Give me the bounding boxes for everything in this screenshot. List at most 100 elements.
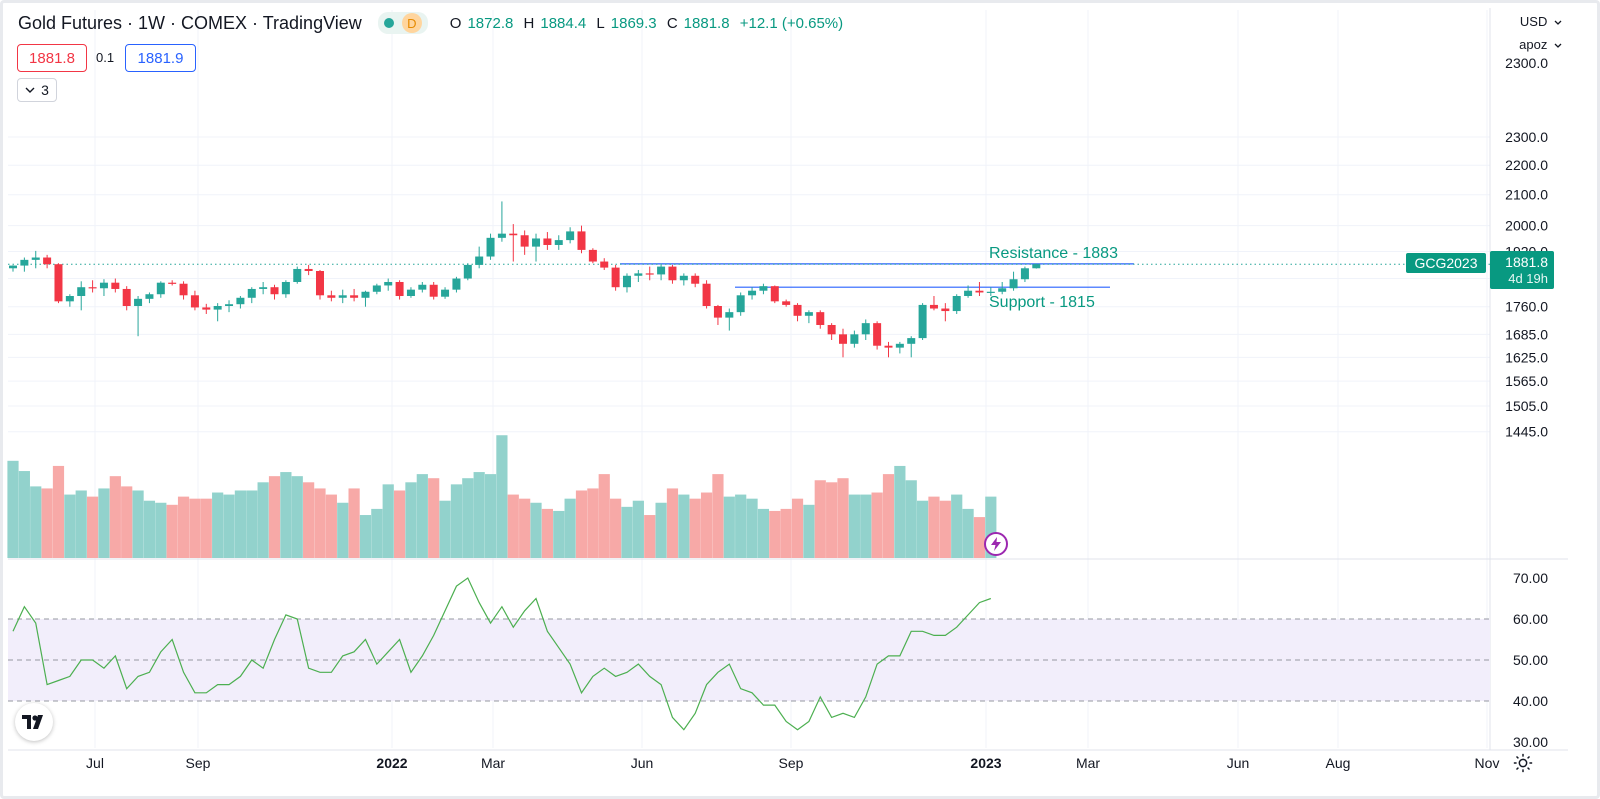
candle-body[interactable] (145, 294, 154, 299)
candle-body[interactable] (418, 284, 427, 290)
candle-body[interactable] (236, 297, 245, 305)
tradingview-logo-icon[interactable] (15, 703, 53, 741)
candle-body[interactable] (384, 281, 393, 286)
candle-body[interactable] (31, 257, 40, 260)
candle-body[interactable] (441, 289, 450, 297)
candle-body[interactable] (600, 261, 609, 268)
candle-body[interactable] (691, 275, 700, 284)
candle-body[interactable] (611, 267, 620, 288)
candle-body[interactable] (520, 235, 529, 247)
candle-body[interactable] (134, 298, 143, 306)
candle-body[interactable] (395, 281, 404, 297)
candle-body[interactable] (645, 273, 654, 275)
candle-body[interactable] (88, 287, 97, 289)
candle-body[interactable] (315, 270, 324, 296)
candle-body[interactable] (372, 285, 381, 292)
candle-body[interactable] (782, 301, 791, 305)
candle-body[interactable] (986, 291, 995, 293)
candle-body[interactable] (281, 281, 290, 295)
candle-body[interactable] (918, 304, 927, 339)
candle-body[interactable] (54, 264, 63, 302)
candle-body[interactable] (452, 278, 461, 290)
candle-body[interactable] (816, 312, 825, 325)
symbol-title[interactable]: Gold Futures · 1W · COMEX · TradingView (18, 12, 362, 33)
candle-body[interactable] (497, 233, 506, 238)
candle-body[interactable] (259, 287, 268, 289)
sell-button[interactable]: 1881.8 (17, 44, 87, 72)
candle-body[interactable] (543, 238, 552, 245)
indicators-collapse-button[interactable]: 3 (17, 78, 57, 102)
candle-body[interactable] (770, 286, 779, 302)
candle-body[interactable] (725, 312, 734, 318)
candle-body[interactable] (486, 237, 495, 257)
candle-body[interactable] (657, 266, 666, 275)
candle-body[interactable] (759, 286, 768, 291)
candle-body[interactable] (702, 283, 711, 306)
candle-body[interactable] (884, 345, 893, 348)
candle-body[interactable] (941, 308, 950, 312)
candle-body[interactable] (839, 334, 848, 344)
candle-body[interactable] (213, 305, 222, 310)
candle-body[interactable] (566, 231, 575, 241)
candle-body[interactable] (77, 287, 86, 297)
rsi-line[interactable] (12, 577, 992, 731)
candle-body[interactable] (827, 324, 836, 335)
candle-body[interactable] (463, 264, 472, 279)
lightning-icon[interactable] (984, 532, 1008, 556)
candle-body[interactable] (304, 268, 313, 271)
candle-body[interactable] (99, 282, 108, 289)
candle-body[interactable] (111, 282, 120, 289)
candle-body[interactable] (509, 233, 518, 236)
candle-body[interactable] (247, 288, 256, 298)
candle-body[interactable] (713, 305, 722, 318)
gear-icon[interactable] (1512, 752, 1534, 774)
candle-body[interactable] (964, 290, 973, 297)
scale-mode-selector[interactable]: apoz (1519, 37, 1562, 52)
currency-selector[interactable]: USD (1520, 14, 1562, 29)
candle-body[interactable] (588, 249, 597, 262)
candle-body[interactable] (122, 288, 131, 306)
candle-body[interactable] (327, 295, 336, 298)
candle-body[interactable] (736, 295, 745, 313)
candle-body[interactable] (748, 290, 757, 296)
buy-button[interactable]: 1881.9 (125, 44, 196, 72)
candle-body[interactable] (952, 296, 961, 312)
candle-body[interactable] (873, 323, 882, 346)
candle-body[interactable] (293, 268, 302, 282)
candle-body[interactable] (622, 275, 631, 288)
candle-body[interactable] (895, 343, 904, 348)
candle-body[interactable] (156, 282, 165, 295)
candle-body[interactable] (475, 256, 484, 265)
candle-body[interactable] (179, 283, 188, 296)
market-status[interactable]: D (377, 12, 428, 34)
candle-body[interactable] (1009, 279, 1018, 289)
candle-body[interactable] (929, 304, 938, 309)
candle-body[interactable] (190, 295, 199, 308)
candle-body[interactable] (20, 259, 29, 266)
candle-body[interactable] (532, 238, 541, 247)
candle-body[interactable] (634, 273, 643, 276)
candle-body[interactable] (406, 289, 415, 297)
candle-body[interactable] (338, 295, 347, 298)
candle-body[interactable] (577, 231, 586, 250)
candle-body[interactable] (1032, 264, 1041, 269)
candle-body[interactable] (850, 334, 859, 344)
candle-body[interactable] (998, 288, 1007, 292)
candle-body[interactable] (668, 266, 677, 281)
candle-body[interactable] (43, 257, 52, 265)
candle-body[interactable] (202, 307, 211, 310)
candle-body[interactable] (907, 338, 916, 344)
candle-body[interactable] (554, 240, 563, 245)
candle-body[interactable] (168, 282, 177, 284)
candle-body[interactable] (65, 296, 74, 302)
candle-body[interactable] (804, 312, 813, 316)
candle-body[interactable] (361, 291, 370, 298)
candle-body[interactable] (975, 290, 984, 293)
candle-body[interactable] (429, 284, 438, 297)
candle-body[interactable] (793, 304, 802, 316)
candle-body[interactable] (270, 287, 279, 295)
candle-body[interactable] (1020, 268, 1029, 280)
candle-body[interactable] (225, 304, 234, 306)
candle-body[interactable] (861, 323, 870, 335)
